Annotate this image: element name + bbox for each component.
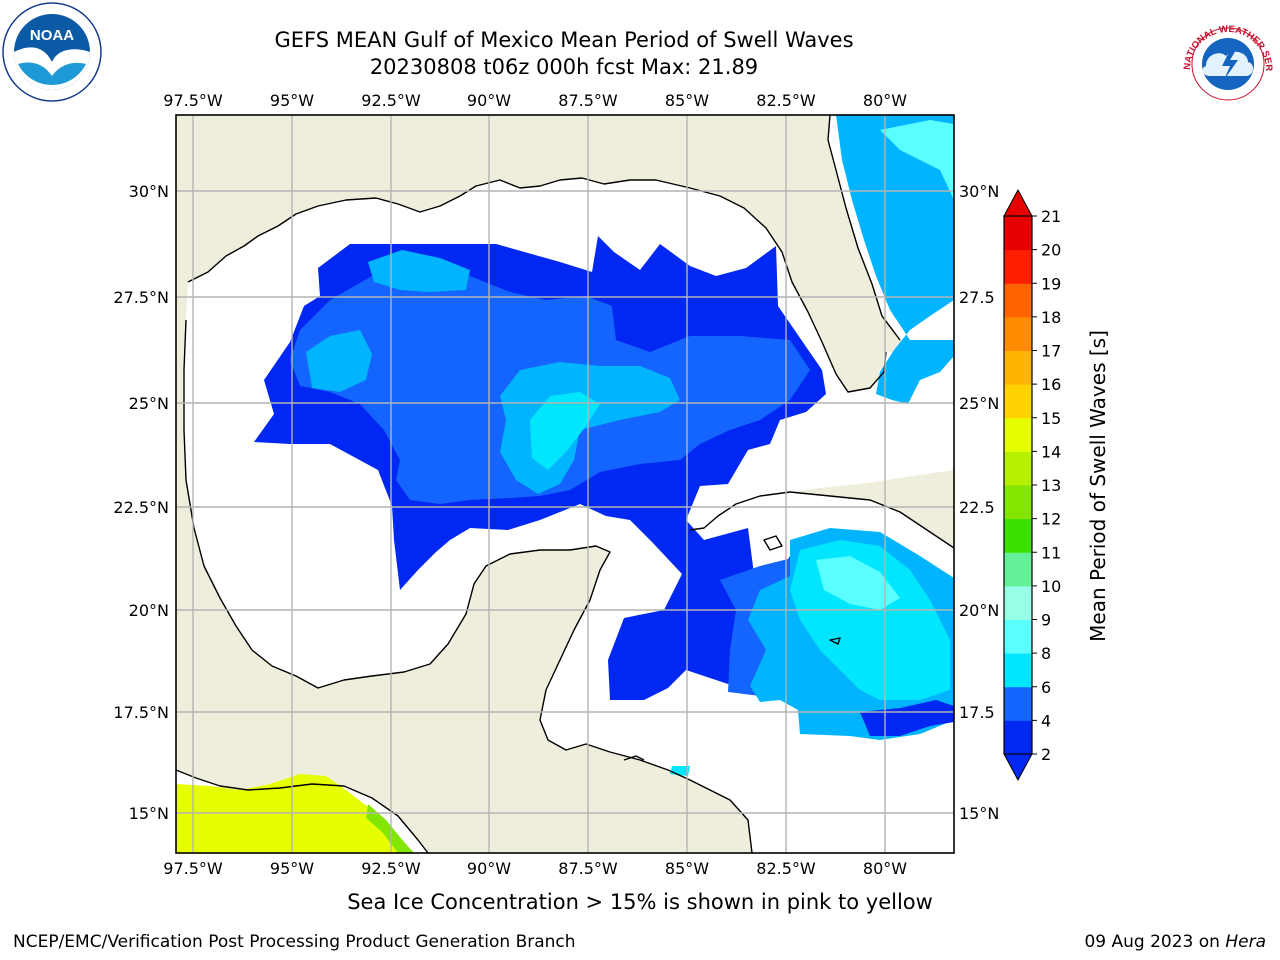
credit-text: NCEP/EMC/Verification Post Processing Pr…: [13, 932, 576, 952]
colorbar: 2 4 6 8 9 10 11 12 13 14 15 16 17 18 19 20 21: [1003, 188, 1061, 782]
colorbar-tick-label: 2: [1041, 745, 1051, 764]
swell-period-fill: [176, 115, 954, 853]
colorbar-label: Mean Period of Swell Waves [s]: [1086, 330, 1110, 642]
colorbar-tick-label: 21: [1041, 207, 1061, 226]
lon-label: 90°W: [467, 91, 511, 110]
colorbar-segment: [1004, 653, 1032, 688]
colorbar-segment: [1004, 485, 1032, 520]
lat-label: 15°N: [959, 804, 999, 823]
lat-labels-right: 30°N 27.5 25°N 22.5 20°N 17.5 15°N: [959, 182, 999, 823]
colorbar-tick-label: 13: [1041, 476, 1061, 495]
lon-label: 82.5°W: [756, 91, 816, 110]
lat-label: 22.5: [959, 498, 995, 517]
colorbar-segment: [1004, 451, 1032, 486]
noaa-logo-icon: NOAA: [2, 2, 102, 102]
lat-label: 22.5°N: [113, 498, 169, 517]
map-subtitle: 20230808 t06z 000h fcst Max: 21.89: [369, 55, 759, 79]
lon-label: 97.5°W: [163, 859, 223, 878]
colorbar-segment: [1004, 585, 1032, 620]
map-title: GEFS MEAN Gulf of Mexico Mean Period of …: [274, 28, 854, 52]
coastlines: [176, 115, 954, 853]
lon-label: 80°W: [863, 859, 907, 878]
colorbar-tick-label: 8: [1041, 644, 1051, 663]
lon-label: 87.5°W: [558, 91, 618, 110]
lon-label: 85°W: [665, 91, 709, 110]
colorbar-segment: [1004, 316, 1032, 351]
colorbar-tick-label: 17: [1041, 342, 1061, 361]
colorbar-min-extension: [1003, 753, 1033, 782]
lat-labels-left: 30°N 27.5°N 25°N 22.5°N 20°N 17.5°N 15°N: [113, 182, 169, 823]
colorbar-segment: [1004, 350, 1032, 385]
gridlines: [176, 115, 954, 853]
lon-label: 90°W: [467, 859, 511, 878]
colorbar-segment: [1004, 249, 1032, 284]
colorbar-segment: [1004, 384, 1032, 419]
colorbar-tick-label: 9: [1041, 611, 1051, 630]
colorbar-tick-label: 10: [1041, 577, 1061, 596]
colorbar-tick-label: 15: [1041, 409, 1061, 428]
lat-label: 17.5°N: [113, 703, 169, 722]
colorbar-segment: [1004, 518, 1032, 553]
lon-label: 92.5°W: [361, 91, 421, 110]
colorbar-tick-label: 16: [1041, 375, 1061, 394]
lat-label: 20°N: [959, 601, 999, 620]
map-plot-area: [176, 115, 954, 853]
lon-label: 85°W: [665, 859, 709, 878]
colorbar-tick-label: 11: [1041, 543, 1061, 562]
machine-name: Hera: [1225, 932, 1266, 952]
lat-label: 25°N: [959, 394, 999, 413]
colorbar-tick-label: 20: [1041, 241, 1061, 260]
colorbar-tick-label: 14: [1041, 442, 1061, 461]
lat-label: 15°N: [129, 804, 169, 823]
lat-label: 27.5: [959, 288, 995, 307]
colorbar-max-extension: [1003, 188, 1033, 217]
lat-label: 30°N: [129, 182, 169, 201]
colorbar-segment: [1004, 686, 1032, 721]
colorbar-tick-label: 4: [1041, 711, 1051, 730]
colorbar-segment: [1004, 417, 1032, 452]
lon-label: 97.5°W: [163, 91, 223, 110]
colorbar-segment: [1004, 283, 1032, 318]
lon-labels-bottom: 97.5°W 95°W 92.5°W 90°W 87.5°W 85°W 82.5…: [163, 859, 907, 878]
date-text: 09 Aug 2023 on: [1084, 932, 1220, 952]
noaa-logo-text: NOAA: [30, 27, 74, 44]
lat-label: 17.5: [959, 703, 995, 722]
lon-label: 95°W: [270, 91, 314, 110]
map-frame: [175, 114, 955, 854]
colorbar-segment: [1004, 216, 1032, 251]
lon-label: 95°W: [270, 859, 314, 878]
colorbar-segment: [1004, 552, 1032, 587]
lon-labels-top: 97.5°W 95°W 92.5°W 90°W 87.5°W 85°W 82.5…: [163, 91, 907, 110]
colorbar-segment: [1004, 619, 1032, 654]
lat-label: 20°N: [129, 601, 169, 620]
lon-label: 82.5°W: [756, 859, 816, 878]
colorbar-tick-label: 6: [1041, 678, 1051, 697]
generation-date: 09 Aug 2023 on Hera: [1084, 932, 1266, 952]
colorbar-tick-label: 19: [1041, 274, 1061, 293]
sea-ice-note: Sea Ice Concentration > 15% is shown in …: [347, 890, 933, 914]
lon-label: 92.5°W: [361, 859, 421, 878]
colorbar-tick-label: 12: [1041, 510, 1061, 529]
lon-label: 87.5°W: [558, 859, 618, 878]
lat-label: 30°N: [959, 182, 999, 201]
lat-label: 25°N: [129, 394, 169, 413]
national-weather-service-logo-icon: NATIONAL WEATHER SERVICE: [1173, 6, 1278, 102]
lon-label: 80°W: [863, 91, 907, 110]
lat-label: 27.5°N: [113, 288, 169, 307]
colorbar-segment: [1004, 720, 1032, 755]
colorbar-tick-label: 18: [1041, 308, 1061, 327]
